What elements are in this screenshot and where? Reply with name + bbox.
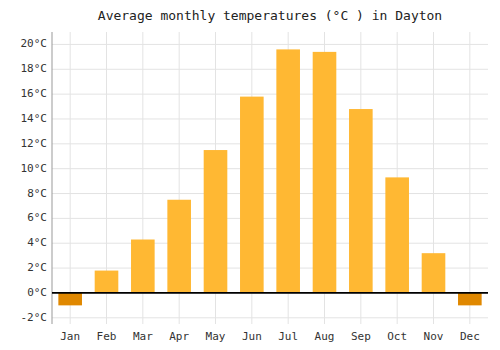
bar xyxy=(131,240,155,293)
y-tick-label: -2°C xyxy=(21,311,48,324)
bar xyxy=(385,177,409,293)
bar xyxy=(95,271,119,293)
y-axis-line xyxy=(52,32,53,324)
bar xyxy=(204,150,228,293)
y-tick-label: 10°C xyxy=(21,162,48,175)
x-tick-label: Apr xyxy=(169,330,189,343)
y-grid-line xyxy=(52,243,488,244)
zero-line xyxy=(52,292,488,294)
bar xyxy=(422,253,446,293)
y-tick-label: 16°C xyxy=(21,87,48,100)
y-grid-line xyxy=(52,94,488,95)
bars xyxy=(58,49,481,305)
bar xyxy=(240,97,264,293)
y-tick-label: 0°C xyxy=(27,286,47,299)
y-grid-line xyxy=(52,292,488,293)
x-tick-label: Aug xyxy=(315,330,335,343)
x-tick-label: Jun xyxy=(242,330,262,343)
y-grid-line xyxy=(52,143,488,144)
x-tick-label: Jul xyxy=(278,330,298,343)
bar xyxy=(167,200,191,293)
x-tick-label: Dec xyxy=(460,330,480,343)
bar xyxy=(349,109,373,293)
y-tick-label: 14°C xyxy=(21,112,48,125)
y-tick-label: 18°C xyxy=(21,62,48,75)
chart: -2°C 0°C 2°C 4°C 6°C 8°C 10°C 12°C 14°C 16°C 18°C 2… xyxy=(0,0,500,350)
x-tick-label: Oct xyxy=(387,330,407,343)
x-grid-line xyxy=(70,32,71,324)
y-tick-label: 6°C xyxy=(27,211,47,224)
x-tick-label: Jan xyxy=(60,330,80,343)
y-tick-label: 4°C xyxy=(27,236,47,249)
y-grid-line xyxy=(52,193,488,194)
title: Average monthly temperatures (°C ) in Da… xyxy=(98,8,442,23)
bar xyxy=(313,52,337,293)
x-tick-label: Mar xyxy=(133,330,153,343)
y-grid-line xyxy=(52,44,488,45)
x-tick-label: May xyxy=(206,330,226,343)
x-tick-label: Feb xyxy=(97,330,117,343)
bar xyxy=(276,49,300,293)
y-grid-line xyxy=(52,69,488,70)
y-grid-line xyxy=(52,118,488,119)
y-tick-label: 20°C xyxy=(21,37,48,50)
x-tick-label: Sep xyxy=(351,330,371,343)
bar xyxy=(458,293,482,305)
y-grid-line xyxy=(52,218,488,219)
x-grid-line xyxy=(469,32,470,324)
grid xyxy=(52,32,488,324)
x-tick-label: Nov xyxy=(424,330,444,343)
y-tick-label: 8°C xyxy=(27,187,47,200)
bar xyxy=(58,293,82,305)
y-grid-line xyxy=(52,168,488,169)
y-grid-line xyxy=(52,317,488,318)
y-tick-label: 12°C xyxy=(21,137,48,150)
y-tick-label: 2°C xyxy=(27,261,47,274)
